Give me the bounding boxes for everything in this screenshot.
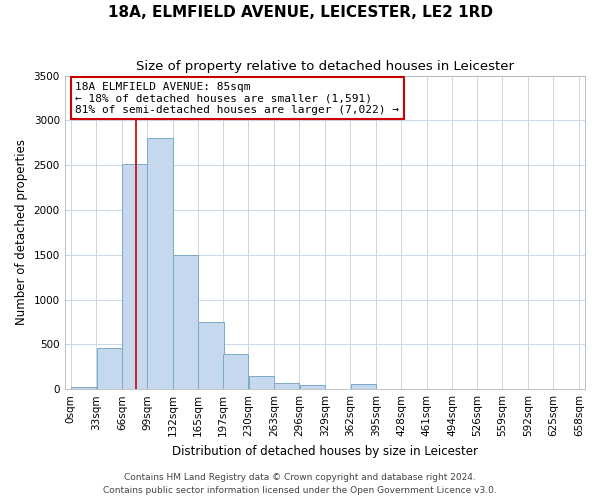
Bar <box>274 383 299 389</box>
Bar <box>122 164 147 389</box>
Bar <box>97 348 122 389</box>
Bar <box>223 354 248 389</box>
Text: 18A, ELMFIELD AVENUE, LEICESTER, LE2 1RD: 18A, ELMFIELD AVENUE, LEICESTER, LE2 1RD <box>107 5 493 20</box>
Bar <box>248 376 274 389</box>
Bar <box>148 138 173 389</box>
Bar <box>199 322 224 389</box>
Text: Contains HM Land Registry data © Crown copyright and database right 2024.
Contai: Contains HM Land Registry data © Crown c… <box>103 474 497 495</box>
Bar <box>71 388 96 389</box>
Bar <box>299 385 325 389</box>
Title: Size of property relative to detached houses in Leicester: Size of property relative to detached ho… <box>136 60 514 73</box>
Text: 18A ELMFIELD AVENUE: 85sqm
← 18% of detached houses are smaller (1,591)
81% of s: 18A ELMFIELD AVENUE: 85sqm ← 18% of deta… <box>75 82 399 115</box>
Bar <box>350 384 376 389</box>
X-axis label: Distribution of detached houses by size in Leicester: Distribution of detached houses by size … <box>172 444 478 458</box>
Bar <box>173 255 198 389</box>
Y-axis label: Number of detached properties: Number of detached properties <box>15 140 28 326</box>
